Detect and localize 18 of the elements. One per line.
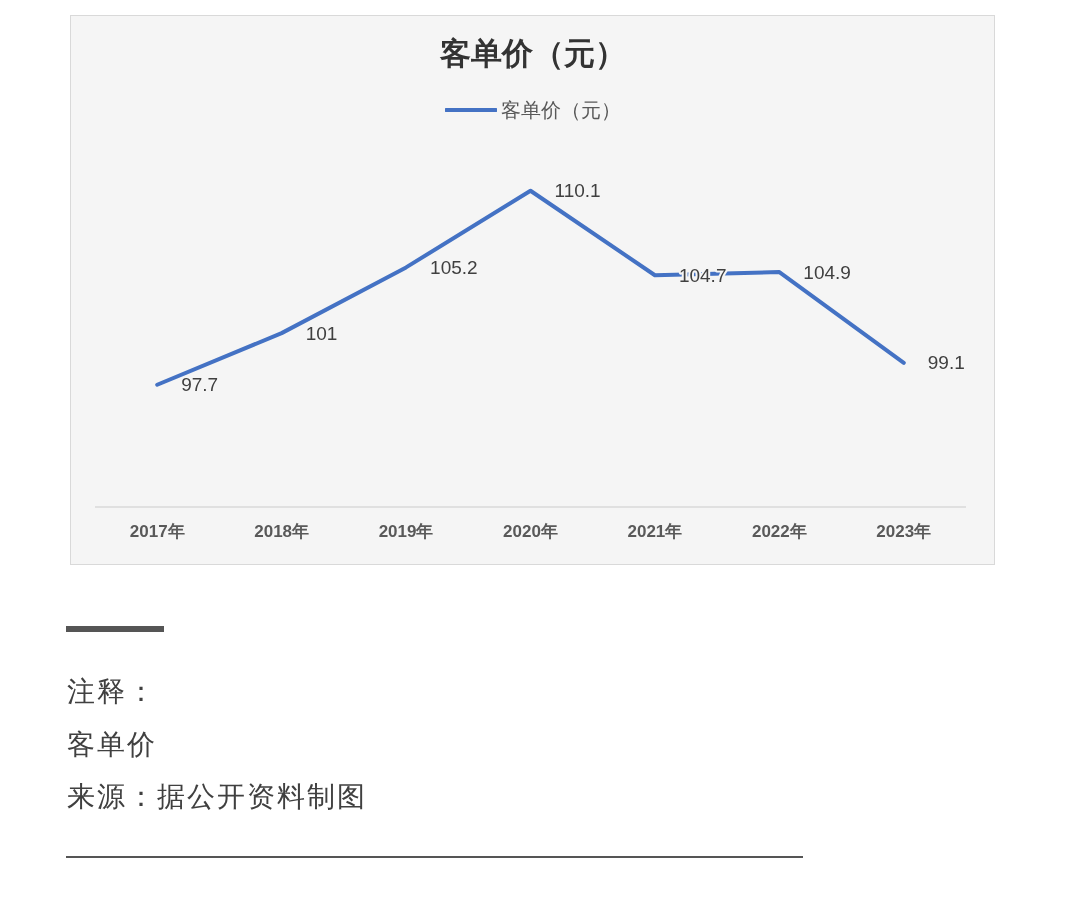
x-tick-label: 2020年	[503, 522, 558, 542]
data-label: 110.1	[554, 180, 601, 202]
x-tick-label: 2021年	[627, 522, 683, 542]
x-tick-label: 2017年	[129, 522, 185, 542]
text: 注释：	[67, 676, 157, 707]
chart-title: 客单价（元）	[439, 36, 626, 71]
text: 客单价	[67, 728, 157, 760]
data-label: 101	[305, 322, 338, 344]
x-tick-label: 2023年	[876, 522, 932, 542]
legend-label: 客单价（元）	[500, 98, 621, 123]
x-tick-label: 2022年	[751, 522, 807, 542]
data-label: 97.7	[181, 374, 219, 396]
source-note: 来源：据公开资料制图	[67, 781, 367, 812]
x-tick-label: 2018年	[254, 522, 310, 542]
data-label: 99.1	[927, 352, 965, 374]
data-label: 105.2	[430, 256, 478, 278]
data-label: 104.9	[803, 261, 851, 283]
x-tick-label: 2019年	[378, 522, 434, 542]
